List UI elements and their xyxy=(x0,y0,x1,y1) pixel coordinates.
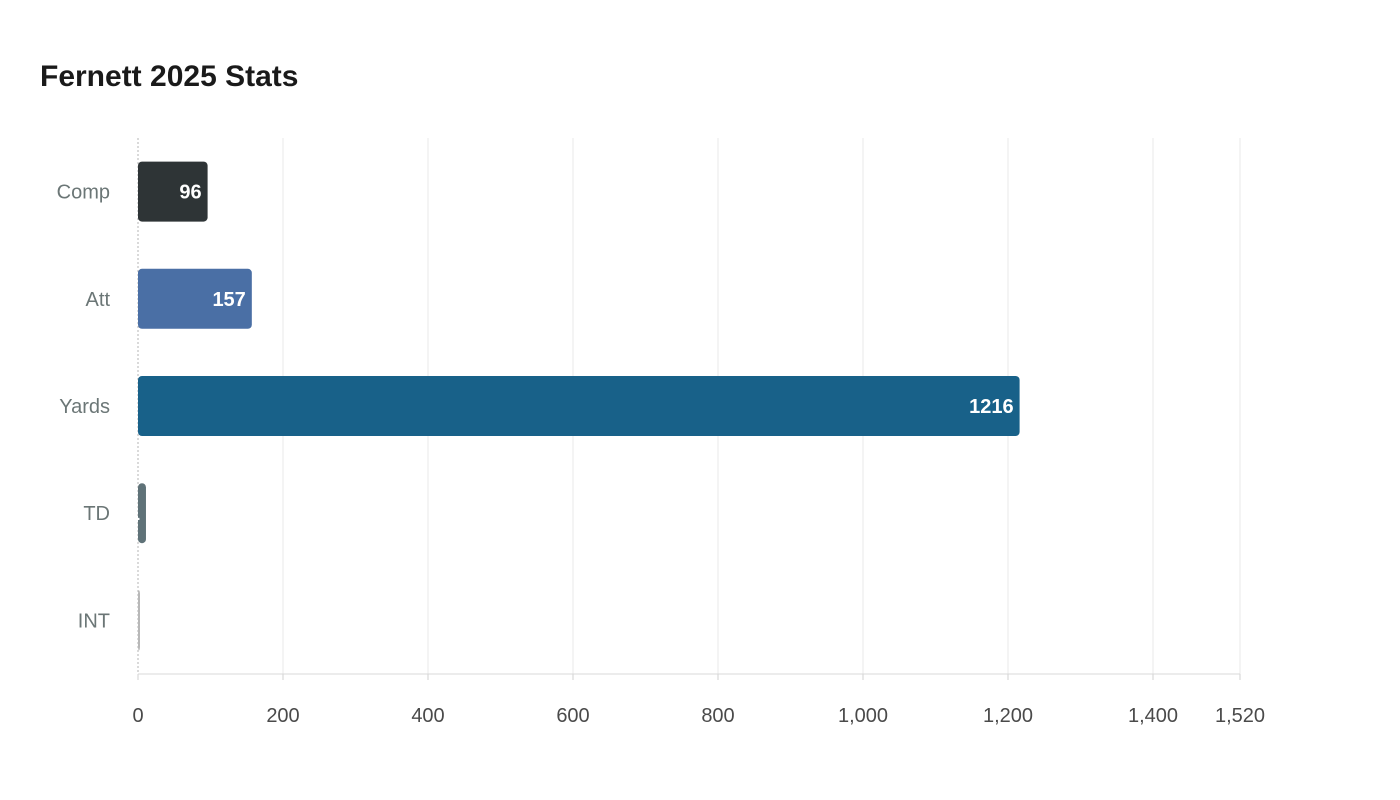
data-label: 157 xyxy=(212,289,245,311)
data-label: 96 xyxy=(179,182,201,204)
category-label: INT xyxy=(78,610,110,632)
category-labels: Comp Att Yards TD INT xyxy=(57,182,111,633)
data-label: 2 xyxy=(123,610,134,632)
x-tick-label: 1,200 xyxy=(983,705,1033,727)
x-tick-label: 1,000 xyxy=(838,705,888,727)
x-tick-label: 1,400 xyxy=(1128,705,1178,727)
x-axis: 0 200 400 600 800 1,000 1,200 1,400 1,520 xyxy=(132,138,1265,727)
category-label: Yards xyxy=(59,396,110,418)
data-label: 11 xyxy=(119,503,140,525)
x-tick-label: 800 xyxy=(701,705,734,727)
x-tick-label: 600 xyxy=(556,705,589,727)
x-tick-label: 400 xyxy=(411,705,444,727)
bar-int xyxy=(138,590,140,651)
bar-yards xyxy=(138,376,1020,436)
x-tick-label: 200 xyxy=(266,705,299,727)
x-tick-label: 1,520 xyxy=(1215,705,1265,727)
bar-comp xyxy=(138,161,208,222)
data-label: 1216 xyxy=(969,396,1014,418)
chart-title: Fernett 2025 Stats xyxy=(40,60,299,93)
data-labels: 96 157 1216 11 2 xyxy=(119,182,1014,633)
bar-td xyxy=(138,483,146,544)
category-label: TD xyxy=(83,503,110,525)
x-tick-label: 0 xyxy=(132,705,143,727)
category-label: Comp xyxy=(57,182,110,204)
bar-att xyxy=(138,268,252,329)
bars xyxy=(138,161,1020,651)
category-label: Att xyxy=(86,289,111,311)
